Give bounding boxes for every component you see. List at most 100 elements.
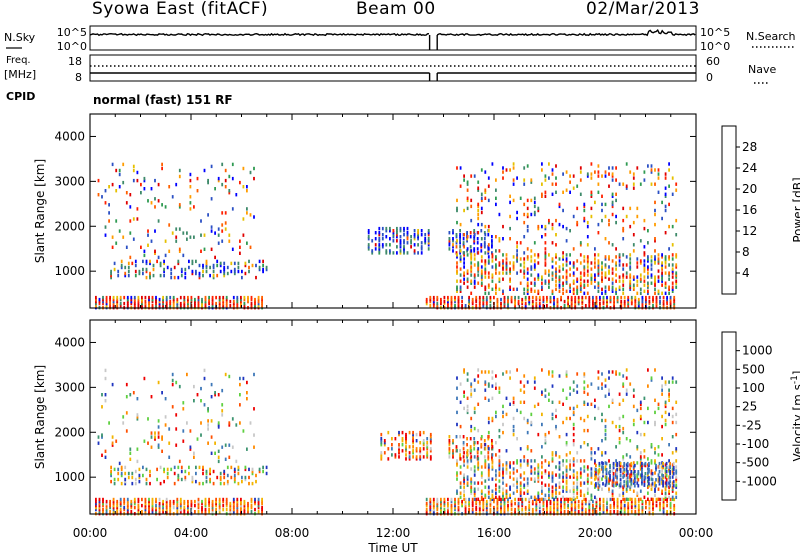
velocity-cell (186, 372, 188, 377)
velocity-cell (98, 497, 101, 502)
power-cell (456, 265, 458, 269)
velocity-cell (562, 489, 564, 493)
power-cell (223, 273, 226, 278)
power-cell (452, 249, 454, 253)
velocity-cell (623, 461, 626, 466)
velocity-cell (512, 471, 515, 475)
velocity-cell (470, 384, 473, 388)
velocity-cell (625, 477, 628, 481)
power-cell (495, 287, 497, 291)
power-cell (570, 301, 573, 306)
velocity-cell (456, 396, 458, 400)
power-cell (586, 243, 589, 247)
power-cell (491, 162, 494, 166)
velocity-cell (172, 501, 175, 506)
power-cell (572, 281, 575, 285)
velocity-cell (496, 510, 499, 514)
power-cell (459, 251, 461, 255)
power-cell (609, 295, 612, 300)
velocity-cell (244, 465, 247, 470)
velocity-cell (549, 510, 552, 514)
velocity-cell (664, 382, 667, 386)
velocity-cell (616, 472, 618, 476)
velocity-cell (485, 510, 488, 514)
velocity-cell (637, 497, 640, 502)
velocity-cell (195, 465, 197, 470)
power-cell (487, 198, 490, 203)
velocity-cell (622, 430, 625, 435)
velocity-cell (466, 461, 469, 465)
power-cell (574, 301, 577, 306)
velocity-cell (625, 481, 628, 485)
velocity-cell (608, 479, 610, 483)
velocity-cell (207, 419, 209, 423)
power-cell (115, 241, 118, 245)
power-cell (594, 170, 596, 174)
velocity-cell (415, 455, 418, 459)
power-cell (618, 285, 621, 289)
power-cell (639, 261, 642, 265)
velocity-cell (608, 392, 610, 396)
power-cell (495, 235, 497, 239)
velocity-cell (630, 482, 633, 486)
power-cell (594, 253, 596, 257)
velocity-cell (452, 441, 454, 445)
velocity-cell (595, 499, 598, 504)
velocity-cell (563, 497, 566, 502)
velocity-cell (611, 400, 614, 404)
power-cell (604, 263, 607, 267)
power-cell (186, 237, 188, 241)
power-cell (476, 237, 479, 241)
power-cell (389, 237, 391, 241)
power-cell (456, 239, 458, 243)
velocity-cell (473, 410, 476, 415)
power-cell (136, 170, 139, 175)
power-cell (417, 235, 419, 239)
velocity-cell (236, 497, 239, 502)
velocity-cell (239, 403, 241, 407)
power-cell (546, 295, 548, 300)
velocity-cell (487, 370, 490, 374)
power-cell (594, 277, 596, 281)
velocity-cell (563, 510, 566, 514)
power-cell (664, 186, 667, 190)
power-cell (629, 261, 632, 265)
velocity-cell (101, 405, 103, 409)
power-cell (204, 295, 207, 300)
velocity-cell (491, 467, 494, 471)
power-cell (496, 304, 499, 308)
velocity-cell (658, 461, 661, 466)
power-cell (471, 299, 474, 304)
velocity-cell (250, 505, 253, 510)
velocity-cell (380, 437, 383, 441)
power-cell (198, 271, 201, 276)
velocity-cell (657, 406, 660, 411)
power-cell (162, 301, 164, 306)
velocity-cell (211, 507, 214, 512)
velocity-colorbar-title: Velocity [m s-1] (790, 371, 800, 462)
velocity-cell (675, 491, 678, 495)
velocity-cell (447, 505, 449, 510)
velocity-cell (648, 482, 650, 486)
power-cell (242, 166, 245, 171)
velocity-cell (533, 467, 536, 471)
power-cell (654, 279, 656, 283)
power-cell (158, 299, 161, 304)
velocity-cell (650, 376, 653, 380)
velocity-cell (408, 455, 411, 459)
velocity-cell (650, 459, 653, 463)
velocity-cell (473, 447, 476, 451)
velocity-cell (448, 449, 451, 453)
power-cell (151, 295, 154, 300)
velocity-cell (487, 416, 490, 421)
velocity-cell (475, 507, 478, 512)
velocity-cell (463, 497, 465, 501)
power-cell (553, 299, 555, 304)
power-cell (643, 279, 646, 283)
velocity-cell (643, 432, 646, 437)
power-cell (221, 182, 224, 187)
power-cell (622, 253, 625, 257)
power-cell (523, 212, 526, 217)
velocity-cell (570, 510, 573, 514)
power-cell (594, 200, 596, 205)
